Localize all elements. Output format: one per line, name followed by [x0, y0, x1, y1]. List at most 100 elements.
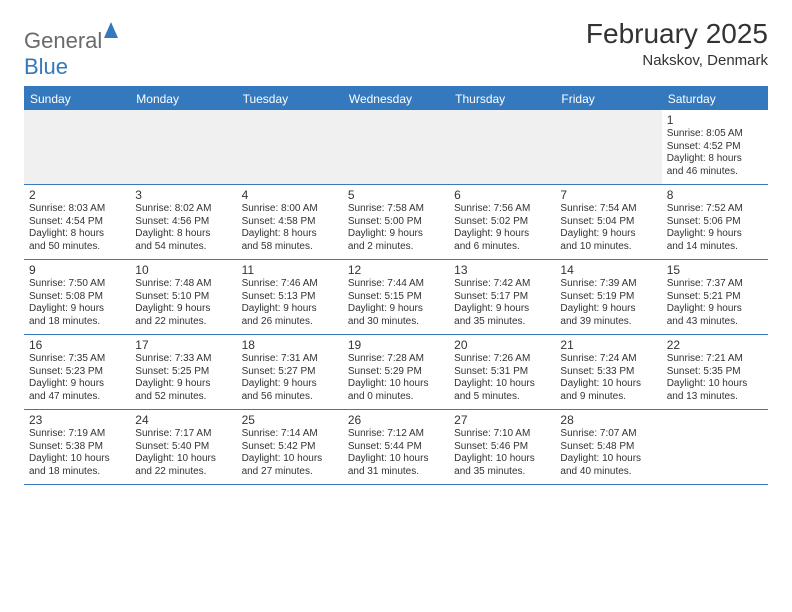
sunset-text: Sunset: 4:54 PM	[29, 216, 125, 229]
sunrise-text: Sunrise: 7:19 AM	[29, 428, 125, 441]
sunrise-text: Sunrise: 7:50 AM	[29, 278, 125, 291]
calendar-week: 9Sunrise: 7:50 AMSunset: 5:08 PMDaylight…	[24, 260, 768, 335]
day-number: 12	[348, 263, 444, 277]
daylight-text: Daylight: 9 hours	[560, 228, 656, 241]
sunset-text: Sunset: 5:38 PM	[29, 441, 125, 454]
day-number: 5	[348, 188, 444, 202]
sunrise-text: Sunrise: 7:31 AM	[242, 353, 338, 366]
day-details: Sunrise: 7:48 AMSunset: 5:10 PMDaylight:…	[135, 278, 231, 328]
daylight-text: Daylight: 9 hours	[135, 303, 231, 316]
day-details: Sunrise: 7:50 AMSunset: 5:08 PMDaylight:…	[29, 278, 125, 328]
day-number: 23	[29, 413, 125, 427]
empty-cell	[130, 110, 236, 184]
day-details: Sunrise: 7:14 AMSunset: 5:42 PMDaylight:…	[242, 428, 338, 478]
daylight-text: Daylight: 10 hours	[348, 378, 444, 391]
day-details: Sunrise: 7:24 AMSunset: 5:33 PMDaylight:…	[560, 353, 656, 403]
day-number: 2	[29, 188, 125, 202]
day-cell: 18Sunrise: 7:31 AMSunset: 5:27 PMDayligh…	[237, 335, 343, 409]
sunrise-text: Sunrise: 7:33 AM	[135, 353, 231, 366]
weeks-container: 1Sunrise: 8:05 AMSunset: 4:52 PMDaylight…	[24, 110, 768, 485]
sunrise-text: Sunrise: 7:56 AM	[454, 203, 550, 216]
daylight-text: Daylight: 9 hours	[454, 228, 550, 241]
daylight-text: Daylight: 9 hours	[29, 303, 125, 316]
sunrise-text: Sunrise: 7:24 AM	[560, 353, 656, 366]
calendar-page: GeneralBlue February 2025 Nakskov, Denma…	[0, 0, 792, 495]
daylight-text-2: and 22 minutes.	[135, 466, 231, 479]
sunset-text: Sunset: 5:21 PM	[667, 291, 763, 304]
day-details: Sunrise: 7:58 AMSunset: 5:00 PMDaylight:…	[348, 203, 444, 253]
day-cell: 10Sunrise: 7:48 AMSunset: 5:10 PMDayligh…	[130, 260, 236, 334]
day-number: 17	[135, 338, 231, 352]
sunset-text: Sunset: 5:44 PM	[348, 441, 444, 454]
day-details: Sunrise: 8:00 AMSunset: 4:58 PMDaylight:…	[242, 203, 338, 253]
daylight-text: Daylight: 9 hours	[242, 378, 338, 391]
day-cell: 25Sunrise: 7:14 AMSunset: 5:42 PMDayligh…	[237, 410, 343, 484]
sunset-text: Sunset: 5:46 PM	[454, 441, 550, 454]
sunrise-text: Sunrise: 7:39 AM	[560, 278, 656, 291]
sunrise-text: Sunrise: 7:14 AM	[242, 428, 338, 441]
sunrise-text: Sunrise: 7:42 AM	[454, 278, 550, 291]
sunset-text: Sunset: 5:42 PM	[242, 441, 338, 454]
day-cell: 27Sunrise: 7:10 AMSunset: 5:46 PMDayligh…	[449, 410, 555, 484]
daylight-text-2: and 31 minutes.	[348, 466, 444, 479]
day-cell: 19Sunrise: 7:28 AMSunset: 5:29 PMDayligh…	[343, 335, 449, 409]
day-number: 19	[348, 338, 444, 352]
sunset-text: Sunset: 5:25 PM	[135, 366, 231, 379]
daylight-text: Daylight: 10 hours	[454, 378, 550, 391]
daylight-text-2: and 26 minutes.	[242, 316, 338, 329]
daylight-text: Daylight: 10 hours	[29, 453, 125, 466]
empty-cell	[555, 110, 661, 184]
day-details: Sunrise: 7:44 AMSunset: 5:15 PMDaylight:…	[348, 278, 444, 328]
sunset-text: Sunset: 5:40 PM	[135, 441, 231, 454]
day-details: Sunrise: 7:26 AMSunset: 5:31 PMDaylight:…	[454, 353, 550, 403]
day-cell: 20Sunrise: 7:26 AMSunset: 5:31 PMDayligh…	[449, 335, 555, 409]
daylight-text: Daylight: 9 hours	[454, 303, 550, 316]
day-cell: 23Sunrise: 7:19 AMSunset: 5:38 PMDayligh…	[24, 410, 130, 484]
day-details: Sunrise: 7:10 AMSunset: 5:46 PMDaylight:…	[454, 428, 550, 478]
daylight-text-2: and 46 minutes.	[667, 166, 763, 179]
daylight-text: Daylight: 8 hours	[29, 228, 125, 241]
sunset-text: Sunset: 5:48 PM	[560, 441, 656, 454]
sunset-text: Sunset: 5:08 PM	[29, 291, 125, 304]
day-details: Sunrise: 7:54 AMSunset: 5:04 PMDaylight:…	[560, 203, 656, 253]
sunset-text: Sunset: 5:15 PM	[348, 291, 444, 304]
day-details: Sunrise: 7:33 AMSunset: 5:25 PMDaylight:…	[135, 353, 231, 403]
daylight-text-2: and 35 minutes.	[454, 466, 550, 479]
day-details: Sunrise: 7:46 AMSunset: 5:13 PMDaylight:…	[242, 278, 338, 328]
sunrise-text: Sunrise: 8:03 AM	[29, 203, 125, 216]
day-cell: 11Sunrise: 7:46 AMSunset: 5:13 PMDayligh…	[237, 260, 343, 334]
day-cell: 12Sunrise: 7:44 AMSunset: 5:15 PMDayligh…	[343, 260, 449, 334]
day-cell: 9Sunrise: 7:50 AMSunset: 5:08 PMDaylight…	[24, 260, 130, 334]
sunset-text: Sunset: 5:27 PM	[242, 366, 338, 379]
logo: GeneralBlue	[24, 22, 122, 80]
daylight-text: Daylight: 10 hours	[242, 453, 338, 466]
day-number: 11	[242, 263, 338, 277]
empty-cell	[24, 110, 130, 184]
day-number: 3	[135, 188, 231, 202]
day-number: 1	[667, 113, 763, 127]
daylight-text: Daylight: 10 hours	[667, 378, 763, 391]
daylight-text: Daylight: 9 hours	[29, 378, 125, 391]
sunrise-text: Sunrise: 8:05 AM	[667, 128, 763, 141]
day-number: 24	[135, 413, 231, 427]
day-header: Friday	[555, 88, 661, 110]
title-block: February 2025 Nakskov, Denmark	[586, 18, 768, 69]
daylight-text-2: and 58 minutes.	[242, 241, 338, 254]
daylight-text: Daylight: 8 hours	[667, 153, 763, 166]
sunset-text: Sunset: 5:06 PM	[667, 216, 763, 229]
day-details: Sunrise: 7:42 AMSunset: 5:17 PMDaylight:…	[454, 278, 550, 328]
daylight-text-2: and 47 minutes.	[29, 391, 125, 404]
daylight-text-2: and 50 minutes.	[29, 241, 125, 254]
day-cell: 13Sunrise: 7:42 AMSunset: 5:17 PMDayligh…	[449, 260, 555, 334]
day-number: 6	[454, 188, 550, 202]
sunrise-text: Sunrise: 8:00 AM	[242, 203, 338, 216]
sunset-text: Sunset: 5:29 PM	[348, 366, 444, 379]
header: GeneralBlue February 2025 Nakskov, Denma…	[24, 18, 768, 80]
daylight-text-2: and 10 minutes.	[560, 241, 656, 254]
daylight-text: Daylight: 10 hours	[560, 378, 656, 391]
daylight-text: Daylight: 10 hours	[560, 453, 656, 466]
month-title: February 2025	[586, 18, 768, 50]
sunset-text: Sunset: 5:33 PM	[560, 366, 656, 379]
calendar-week: 1Sunrise: 8:05 AMSunset: 4:52 PMDaylight…	[24, 110, 768, 185]
sunset-text: Sunset: 4:58 PM	[242, 216, 338, 229]
